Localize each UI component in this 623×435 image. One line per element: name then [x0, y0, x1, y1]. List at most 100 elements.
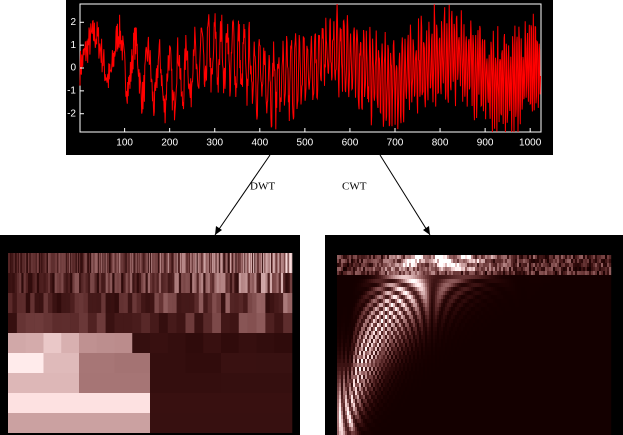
cwt-cell — [451, 355, 454, 360]
dwt-cell — [165, 253, 167, 273]
cwt-cell — [461, 351, 464, 356]
dwt-cell — [61, 273, 64, 293]
cwt-cell — [359, 279, 362, 284]
cwt-cell — [391, 407, 394, 412]
cwt-cell — [519, 387, 522, 392]
dwt-cell — [252, 273, 255, 293]
cwt-cell — [533, 331, 536, 336]
cwt-cell — [475, 283, 478, 288]
cwt-cell — [361, 303, 364, 308]
cwt-cell — [397, 403, 400, 408]
cwt-cell — [355, 259, 358, 264]
cwt-cell — [423, 411, 426, 416]
cwt-cell — [527, 415, 530, 420]
cwt-cell — [441, 315, 444, 320]
cwt-cell — [505, 283, 508, 288]
cwt-cell — [391, 399, 394, 404]
cwt-cell — [405, 403, 408, 408]
cwt-cell — [495, 379, 498, 384]
cwt-cell — [385, 363, 388, 368]
cwt-cell — [427, 291, 430, 296]
dwt-cell — [224, 253, 226, 273]
cwt-cell — [437, 287, 440, 292]
cwt-cell — [421, 415, 424, 420]
cwt-cell — [359, 271, 362, 276]
cwt-cell — [387, 355, 390, 360]
cwt-cell — [457, 395, 460, 400]
cwt-cell — [465, 335, 468, 340]
cwt-cell — [427, 375, 430, 380]
cwt-cell — [423, 395, 426, 400]
cwt-cell — [483, 275, 486, 280]
cwt-cell — [525, 403, 528, 408]
cwt-cell — [411, 411, 414, 416]
cwt-cell — [459, 303, 462, 308]
cwt-cell — [477, 371, 480, 376]
cwt-cell — [377, 375, 380, 380]
cwt-cell — [387, 379, 390, 384]
cwt-cell — [339, 399, 342, 404]
cwt-cell — [373, 275, 376, 280]
cwt-cell — [407, 395, 410, 400]
cwt-cell — [475, 399, 478, 404]
cwt-cell — [441, 407, 444, 412]
cwt-cell — [345, 283, 348, 288]
cwt-cell — [487, 379, 490, 384]
cwt-cell — [375, 347, 378, 352]
cwt-cell — [357, 327, 360, 332]
cwt-cell — [409, 399, 412, 404]
cwt-cell — [347, 283, 350, 288]
cwt-cell — [421, 271, 424, 276]
cwt-cell — [523, 359, 526, 364]
cwt-cell — [373, 427, 376, 432]
cwt-cell — [531, 411, 534, 416]
cwt-cell — [357, 411, 360, 416]
cwt-cell — [505, 423, 508, 428]
cwt-cell — [341, 359, 344, 364]
cwt-cell — [427, 303, 430, 308]
dwt-cell — [283, 253, 285, 273]
cwt-cell — [361, 399, 364, 404]
cwt-cell — [355, 263, 358, 268]
cwt-cell — [371, 295, 374, 300]
cwt-cell — [365, 379, 368, 384]
cwt-cell — [447, 303, 450, 308]
cwt-cell — [445, 359, 448, 364]
cwt-cell — [395, 311, 398, 316]
cwt-cell — [369, 403, 372, 408]
cwt-cell — [427, 339, 430, 344]
cwt-cell — [469, 315, 472, 320]
dwt-cell — [283, 313, 293, 333]
cwt-cell — [405, 291, 408, 296]
cwt-cell — [457, 383, 460, 388]
cwt-cell — [413, 347, 416, 352]
cwt-cell — [439, 271, 442, 276]
dwt-cell — [12, 253, 14, 273]
cwt-cell — [475, 431, 478, 435]
cwt-cell — [413, 331, 416, 336]
cwt-cell — [437, 347, 440, 352]
cwt-cell — [505, 419, 508, 424]
cwt-cell — [493, 259, 496, 264]
cwt-cell — [495, 323, 498, 328]
cwt-cell — [375, 375, 378, 380]
cwt-cell — [401, 343, 404, 348]
cwt-cell — [381, 359, 384, 364]
dwt-cell — [147, 273, 151, 293]
cwt-cell — [403, 347, 406, 352]
cwt-cell — [411, 279, 414, 284]
cwt-cell — [437, 355, 440, 360]
cwt-cell — [417, 267, 420, 272]
cwt-cell — [407, 311, 410, 316]
cwt-cell — [463, 379, 466, 384]
cwt-cell — [473, 283, 476, 288]
dwt-cell — [79, 293, 84, 313]
cwt-cell — [527, 383, 530, 388]
cwt-cell — [485, 431, 488, 435]
cwt-cell — [355, 283, 358, 288]
cwt-cell — [529, 359, 532, 364]
cwt-cell — [419, 387, 422, 392]
cwt-cell — [339, 363, 342, 368]
cwt-cell — [469, 307, 472, 312]
cwt-cell — [387, 315, 390, 320]
